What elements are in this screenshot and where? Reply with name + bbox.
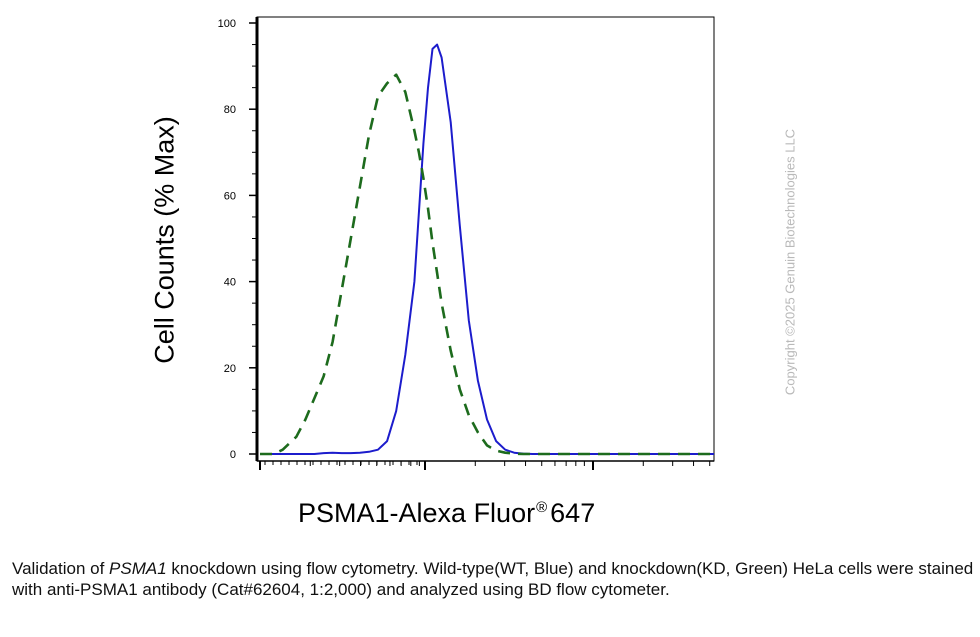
plot-area bbox=[256, 16, 715, 462]
plot-border bbox=[256, 16, 715, 462]
y-axis-label: Cell Counts (% Max) bbox=[149, 116, 180, 364]
copyright-watermark: Copyright ©2025 Genuin Biotechnologies L… bbox=[782, 128, 798, 396]
series-layer bbox=[260, 43, 714, 456]
registered-mark: ® bbox=[536, 499, 548, 516]
figure-caption: Validation of PSMA1 knockdown using flow… bbox=[12, 558, 974, 600]
series-line-wt bbox=[260, 43, 714, 455]
caption-part-2: knockdown using flow cytometry. Wild-typ… bbox=[12, 559, 974, 599]
y-tick-label: 20 bbox=[224, 363, 236, 375]
caption-gene-name: PSMA1 bbox=[109, 559, 167, 578]
y-tick-label: 40 bbox=[224, 277, 236, 289]
y-tick-label: 80 bbox=[224, 104, 236, 116]
y-tick-label: 0 bbox=[230, 449, 236, 461]
x-axis-label: PSMA1-Alexa Fluor® 647 bbox=[298, 498, 595, 529]
x-axis bbox=[257, 460, 714, 470]
x-axis-label-suffix: 647 bbox=[550, 498, 596, 528]
y-tick-label: 60 bbox=[224, 190, 236, 202]
caption-part-1: Validation of bbox=[12, 559, 110, 578]
y-axis: 0 20 40 60 80 100 bbox=[218, 17, 259, 461]
x-axis-label-main: PSMA1-Alexa Fluor bbox=[298, 498, 536, 528]
y-tick-label: 100 bbox=[218, 18, 236, 30]
series-line-kd bbox=[260, 73, 714, 456]
